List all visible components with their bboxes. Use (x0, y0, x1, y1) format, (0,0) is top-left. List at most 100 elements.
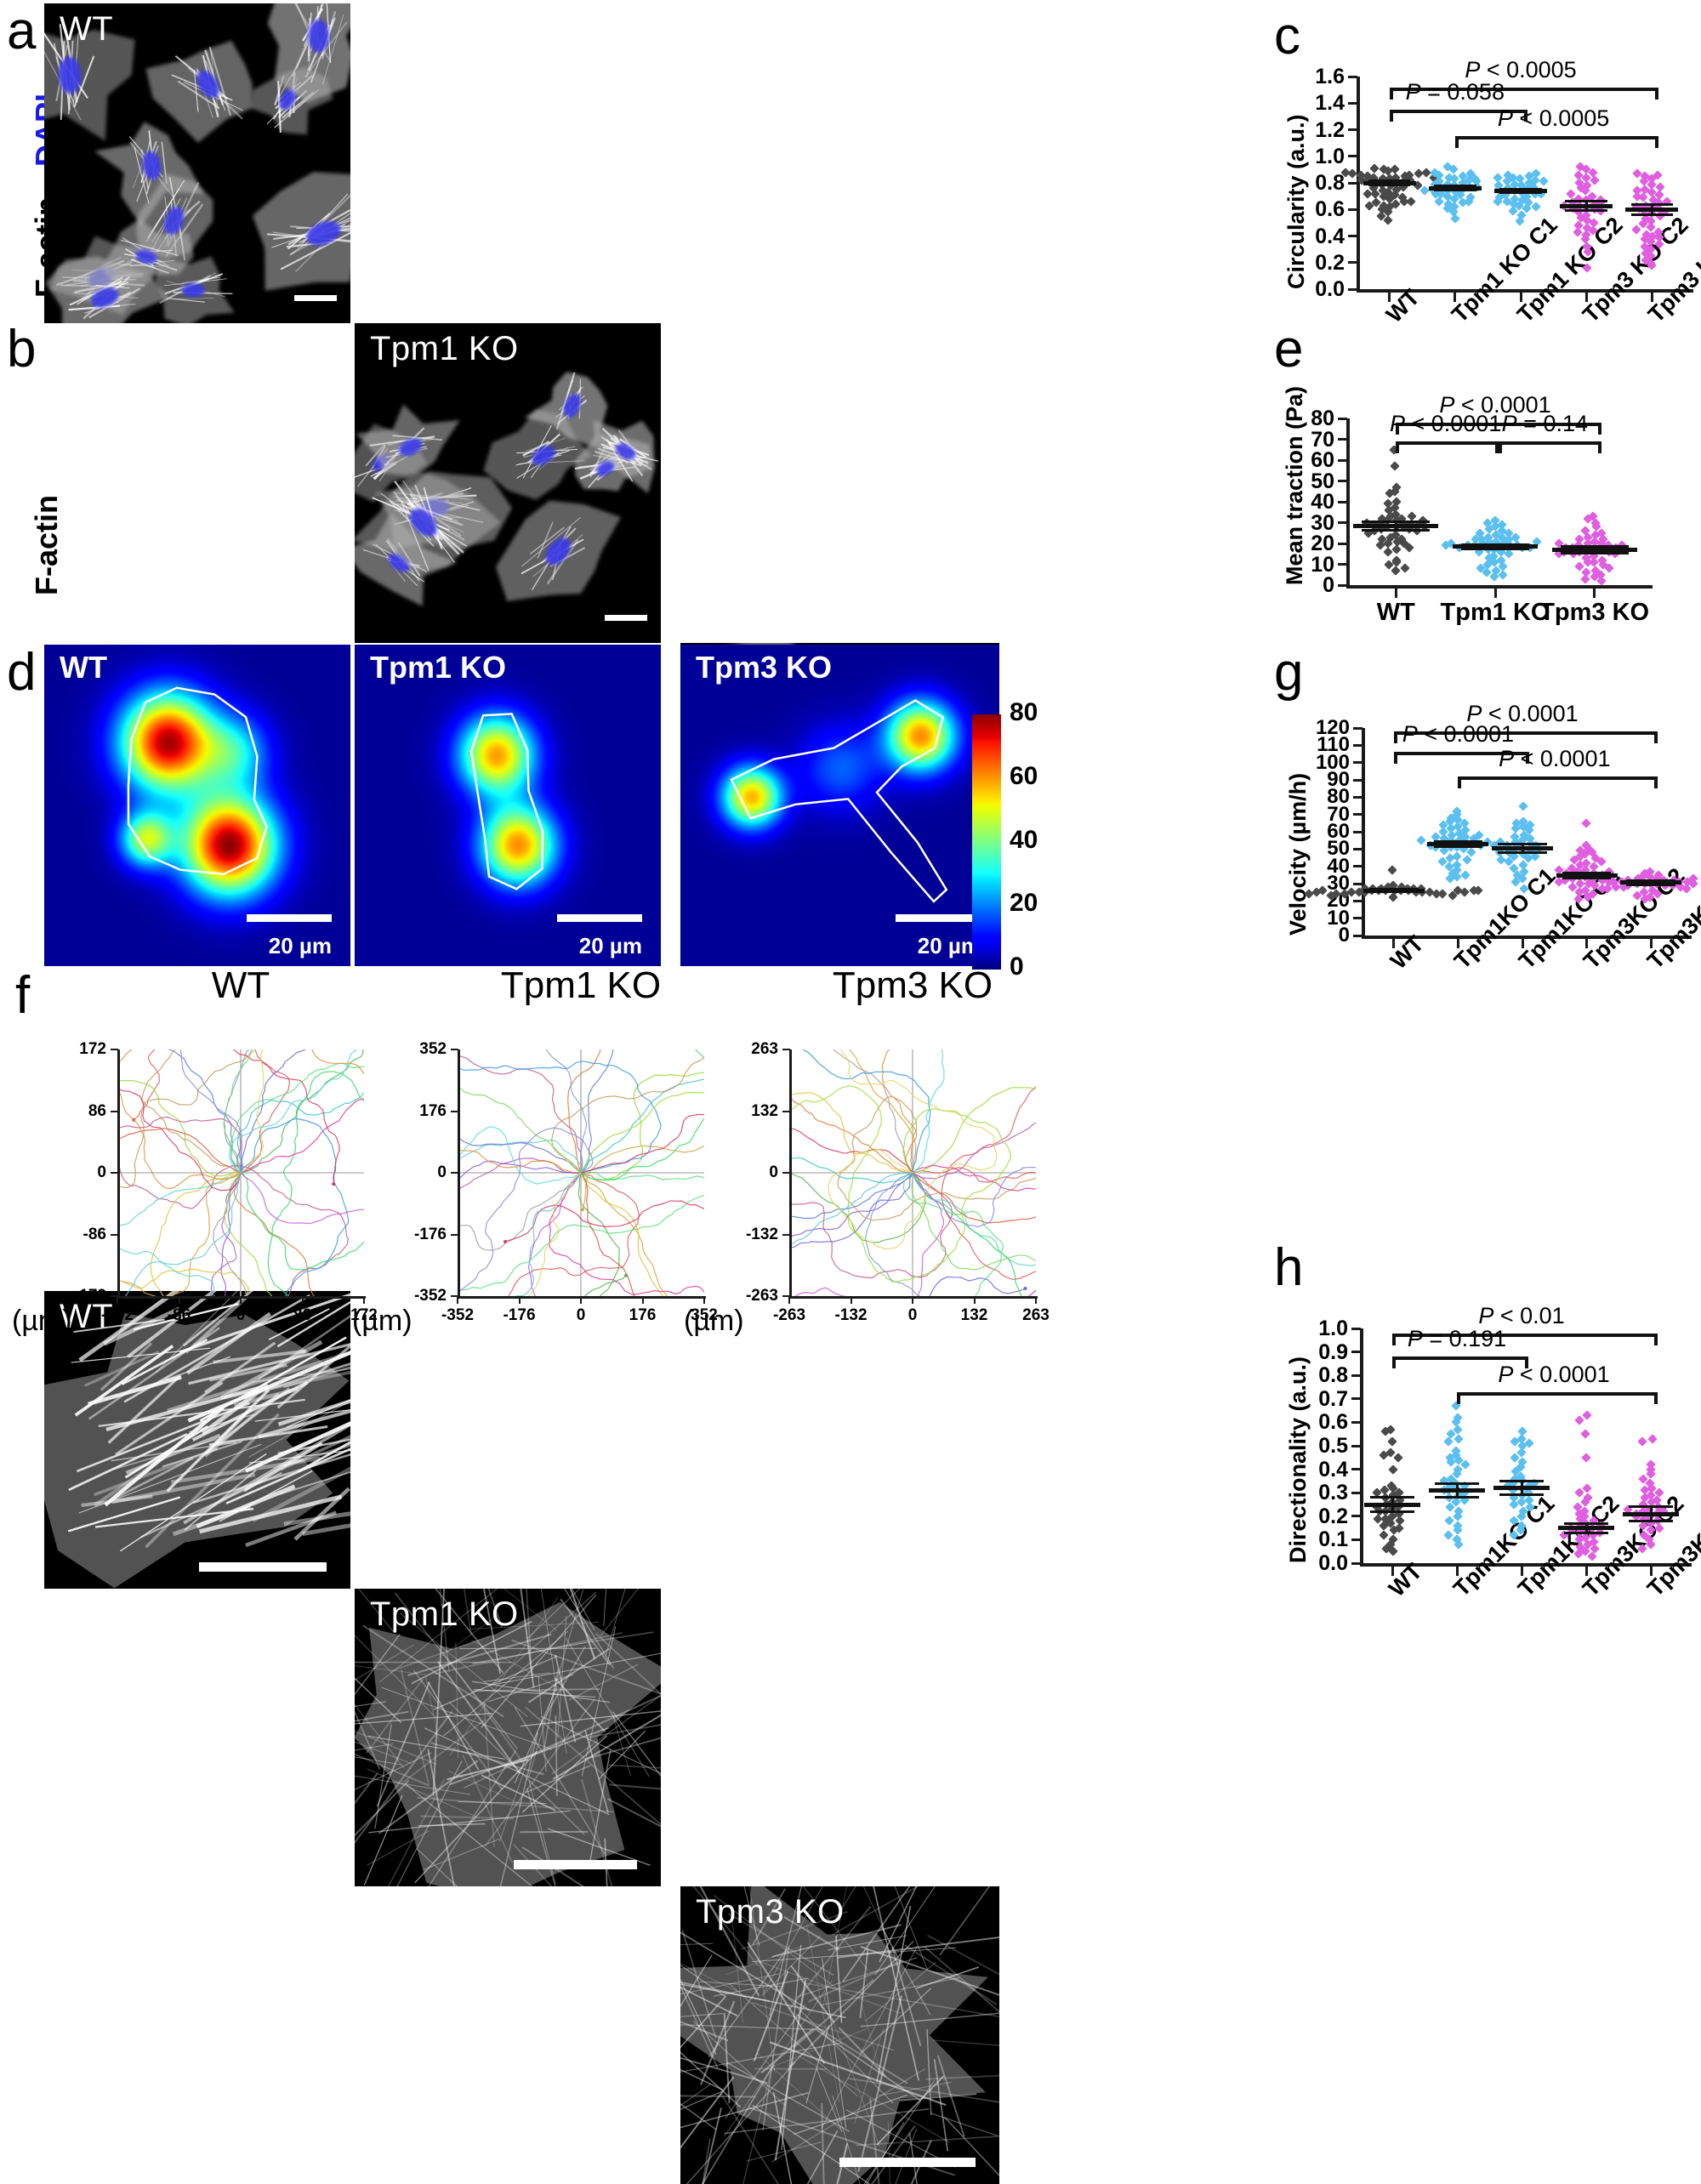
data-point (1390, 165, 1399, 174)
x-axis-line (1346, 585, 1653, 589)
significance-label: P < 0.0005 (1498, 105, 1609, 132)
data-point (1581, 818, 1590, 828)
trajectory-y-tick (111, 1111, 118, 1112)
panel-a-image-tpm1ko-label: Tpm1 KO (370, 330, 519, 368)
trajectory-y-tick-label: -86 (83, 1226, 106, 1244)
data-point (1369, 163, 1379, 173)
panel-a-image-wt-label: WT (60, 10, 113, 48)
x-tick-label: Tpm3 KO (1527, 599, 1663, 627)
trajectory-x-tick-label: 0 (236, 1306, 246, 1325)
y-tick (1353, 917, 1363, 919)
panel-letter-f: f (15, 970, 30, 1022)
y-tick (1351, 1468, 1361, 1470)
significance-label: P < 0.0001 (1402, 721, 1514, 748)
trajectory-title: WT (212, 964, 270, 1007)
trajectory-y-tick-label: 0 (769, 1163, 778, 1182)
trajectory-y-tick (451, 1049, 458, 1050)
trajectory-y-tick (111, 1049, 118, 1050)
trajectory-y-tick-label: -352 (414, 1287, 447, 1305)
data-point (1460, 888, 1470, 897)
y-tick (1348, 102, 1357, 105)
trajectory-unit-label: (µm) (684, 1305, 744, 1338)
y-tick (1338, 543, 1347, 545)
y-tick (1353, 779, 1363, 782)
trajectory-x-tick-label: -176 (503, 1306, 535, 1325)
error-bar-line (1650, 1507, 1653, 1521)
trajectory-title: Tpm1 KO (501, 964, 661, 1007)
y-tick (1338, 501, 1347, 503)
data-point (1637, 1436, 1647, 1446)
significance-label: P < 0.0001 (1390, 411, 1501, 437)
y-tick (1338, 521, 1347, 524)
y-tick (1338, 480, 1347, 482)
panel-d-tpm3ko-label: Tpm3 KO (696, 650, 832, 685)
panel-b-image-tpm3ko: Tpm3 KO (680, 1886, 999, 2184)
trajectory-x-tick (642, 1296, 644, 1304)
trajectory-y-tick-label: -132 (746, 1226, 778, 1244)
trajectory-y-tick (111, 1295, 118, 1297)
y-tick-label: 1.6 (1295, 65, 1345, 89)
trajectory-x-tick-label: 176 (629, 1306, 657, 1325)
panel-a-image-wt: WT (44, 3, 350, 323)
data-point (1518, 801, 1527, 810)
error-bar-line (1395, 521, 1397, 530)
trajectory-y-tick-label: 0 (437, 1163, 447, 1182)
y-tick (1353, 813, 1363, 816)
trajectory-y-tick (782, 1234, 790, 1236)
trajectory-x-tick (850, 1296, 852, 1304)
trajectory-x-tick-label: -352 (441, 1306, 474, 1325)
error-bar-line (1593, 547, 1596, 553)
data-point (1493, 173, 1503, 182)
trajectory-y-tick-label: 132 (751, 1102, 778, 1121)
trajectory-x-tick-label: 132 (961, 1306, 988, 1325)
y-tick (1348, 261, 1357, 264)
y-axis-label: Directionality (a.u.) (1285, 1356, 1311, 1563)
y-tick (1338, 438, 1347, 441)
y-tick (1351, 1374, 1361, 1377)
data-point (1574, 1488, 1584, 1498)
y-tick (1348, 235, 1357, 237)
y-axis-label: Circularity (a.u.) (1283, 114, 1310, 289)
trajectory-x-tick-label: 0 (577, 1306, 586, 1325)
error-bar-line (1651, 204, 1653, 215)
trajectory-y-tick (451, 1172, 458, 1174)
y-tick (1348, 288, 1357, 291)
data-point (1387, 865, 1397, 874)
y-tick-label: 120 (1297, 716, 1350, 740)
y-tick (1348, 76, 1357, 78)
y-axis-label: Mean traction (Pa) (1282, 386, 1308, 585)
trajectory-x-tick (580, 1296, 582, 1304)
trajectory-y-tick-label: -263 (746, 1287, 778, 1305)
significance-label: P = 0.191 (1408, 1326, 1506, 1352)
trajectory-x-tick (457, 1296, 458, 1304)
data-point (1582, 1453, 1591, 1462)
y-tick (1351, 1515, 1361, 1517)
error-bar-line (1521, 1481, 1523, 1495)
y-tick (1338, 418, 1347, 420)
y-tick (1348, 155, 1357, 157)
data-point (1461, 870, 1471, 879)
y-axis-line (1362, 728, 1365, 939)
data-point (1387, 1436, 1397, 1446)
trajectory-y-tick-label: -176 (414, 1226, 447, 1244)
data-point (1391, 462, 1400, 471)
panel-b-row-label-factin: F-actin (29, 495, 65, 595)
trajectory-x-axis (117, 1296, 366, 1299)
trajectory-x-tick (912, 1296, 913, 1304)
error-bar-line (1388, 181, 1391, 185)
colorbar-tick: 60 (1010, 762, 1038, 791)
trajectory-y-tick (111, 1234, 118, 1236)
y-tick (1338, 459, 1347, 462)
significance-label: P < 0.01 (1478, 1303, 1564, 1329)
y-tick (1353, 883, 1363, 885)
trajectory-x-tick-label: -263 (773, 1306, 805, 1325)
y-tick-label: 1.4 (1295, 91, 1345, 116)
trajectory-x-tick (179, 1296, 180, 1304)
panel-d-tpm1ko-scalebar-label: 20 µm (579, 933, 642, 959)
trajectory-y-tick (782, 1049, 790, 1050)
data-point (1647, 1434, 1657, 1443)
